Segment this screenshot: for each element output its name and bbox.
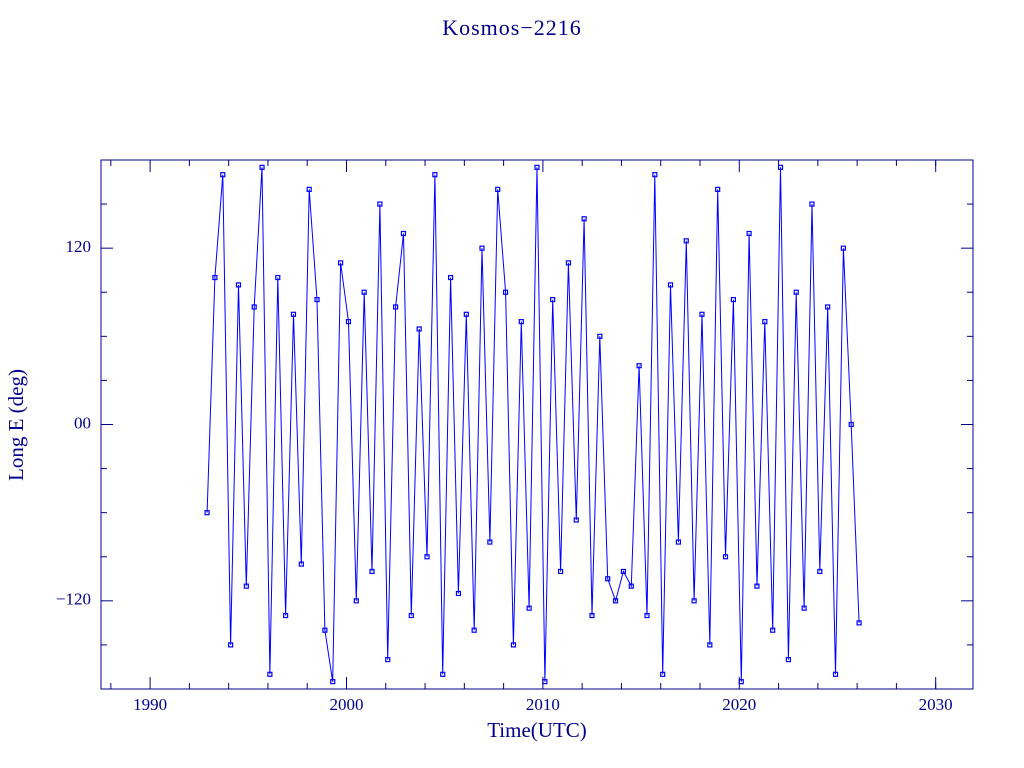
data-point <box>471 627 477 633</box>
data-point <box>612 598 619 604</box>
data-point <box>510 642 517 648</box>
data-point <box>345 319 352 325</box>
data-point <box>605 576 611 582</box>
data-point <box>400 230 407 237</box>
data-point <box>832 671 839 677</box>
data-point <box>809 201 815 207</box>
data-point <box>691 598 697 604</box>
data-point <box>479 245 485 251</box>
data-point <box>777 164 784 170</box>
data-point <box>314 296 320 303</box>
data-point <box>385 657 391 663</box>
y-axis-label: Long E (deg) <box>4 369 28 481</box>
data-point <box>455 590 462 597</box>
data-point <box>259 164 265 170</box>
x-axis-label: Time(UTC) <box>487 718 587 742</box>
data-point <box>660 671 666 677</box>
data-point <box>243 583 249 589</box>
x-tick-label: 1990 <box>133 695 167 714</box>
y-tick-label: −120 <box>56 590 91 609</box>
data-point <box>290 311 297 317</box>
x-tick-label: 2030 <box>919 695 953 714</box>
data-point <box>495 186 501 192</box>
data-point <box>322 627 328 633</box>
data-point <box>463 311 469 317</box>
x-tick-label: 2000 <box>329 695 363 714</box>
data-point <box>597 333 603 339</box>
data-point <box>251 304 257 310</box>
data-point <box>636 363 642 369</box>
y-tick-label: 120 <box>66 237 92 256</box>
data-point <box>856 620 862 626</box>
data-point <box>801 605 807 611</box>
y-tick-label: 00 <box>74 413 91 432</box>
data-point <box>353 598 359 604</box>
data-point <box>848 421 854 428</box>
data-point <box>699 311 705 317</box>
data-point <box>298 561 304 567</box>
data-point <box>589 612 595 619</box>
data-point <box>204 510 210 516</box>
data-point <box>817 568 823 575</box>
chart-title: Kosmos−2216 <box>442 15 582 40</box>
data-point <box>361 289 367 295</box>
data-point <box>557 568 564 575</box>
data-point <box>369 568 375 575</box>
x-tick-label: 2010 <box>526 695 560 714</box>
data-point <box>338 260 344 266</box>
data-point <box>793 289 799 295</box>
data-point <box>330 679 336 685</box>
data-point <box>275 274 281 281</box>
data-point <box>754 583 760 589</box>
data-point <box>722 554 729 560</box>
data-point <box>644 612 650 619</box>
data-point <box>683 238 689 244</box>
data-point <box>228 642 234 648</box>
data-point <box>408 612 414 619</box>
data-point <box>440 671 446 677</box>
data-point <box>628 583 634 589</box>
data-point <box>392 304 399 310</box>
data-point <box>534 164 540 170</box>
data-point <box>581 216 587 222</box>
data-point <box>620 568 627 575</box>
data-point <box>487 539 493 545</box>
data-point <box>762 319 768 325</box>
data-point <box>746 230 752 237</box>
data-point <box>785 657 791 663</box>
data-point <box>840 245 846 251</box>
data-point <box>377 201 383 207</box>
data-point <box>416 326 422 332</box>
data-point <box>565 260 572 266</box>
data-point <box>518 319 524 325</box>
data-point <box>447 274 454 281</box>
data-point <box>573 517 579 523</box>
data-point <box>267 671 273 677</box>
data-point <box>550 296 556 303</box>
data-point <box>212 274 218 281</box>
data-point <box>432 172 438 178</box>
x-tick-label: 2020 <box>722 695 756 714</box>
data-point <box>825 304 831 310</box>
data-point <box>526 605 532 611</box>
data-point <box>667 282 674 288</box>
data-point <box>502 289 509 295</box>
data-point <box>424 554 430 560</box>
data-line <box>206 167 860 682</box>
data-point <box>707 642 713 648</box>
data-point <box>675 539 682 545</box>
data-point <box>235 282 242 288</box>
data-point <box>220 172 226 178</box>
data-point <box>715 186 721 192</box>
data-point <box>283 612 289 619</box>
data-point <box>652 172 658 178</box>
data-point <box>770 627 776 633</box>
data-point <box>730 296 736 303</box>
data-point <box>306 186 312 192</box>
